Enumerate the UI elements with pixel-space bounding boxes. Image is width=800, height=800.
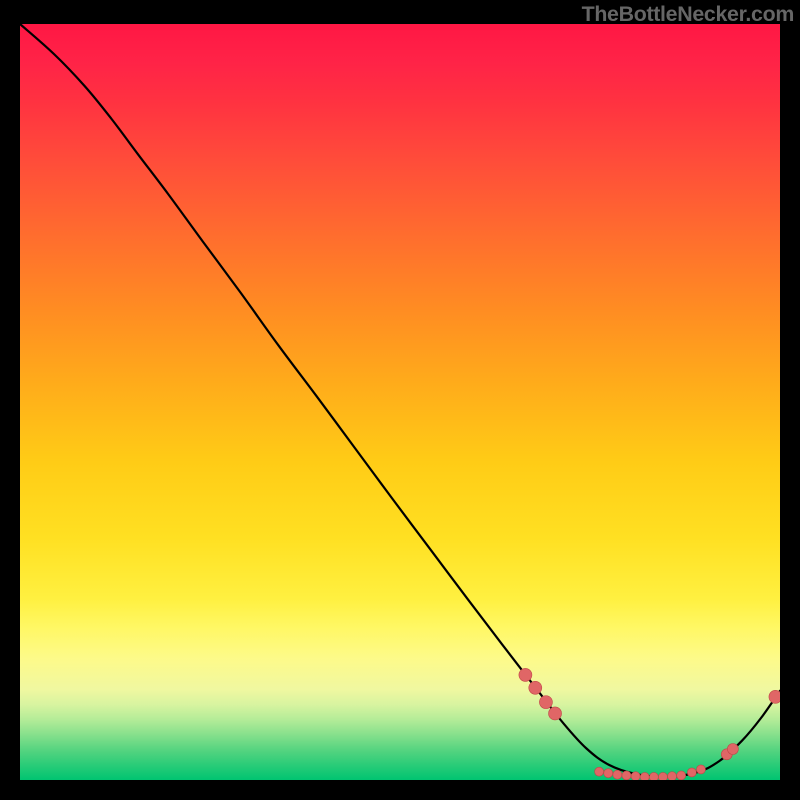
data-marker [549,707,562,720]
watermark-text: TheBottleNecker.com [582,2,794,27]
data-marker [539,696,552,709]
data-marker [529,681,542,694]
data-marker [595,767,604,776]
data-marker [668,772,677,780]
data-marker [519,668,532,681]
data-marker [769,690,780,703]
data-marker [727,744,738,755]
data-marker [640,772,649,780]
data-marker [696,765,705,774]
data-marker [687,768,696,777]
bottleneck-curve-svg [20,24,780,780]
data-marker [658,772,667,780]
data-marker [677,771,686,780]
data-marker [622,771,631,780]
data-marker [613,770,622,779]
plot-area [20,24,780,780]
chart-container: TheBottleNecker.com [0,0,800,800]
data-marker [604,769,613,778]
data-marker [631,772,640,780]
data-marker [649,772,658,780]
